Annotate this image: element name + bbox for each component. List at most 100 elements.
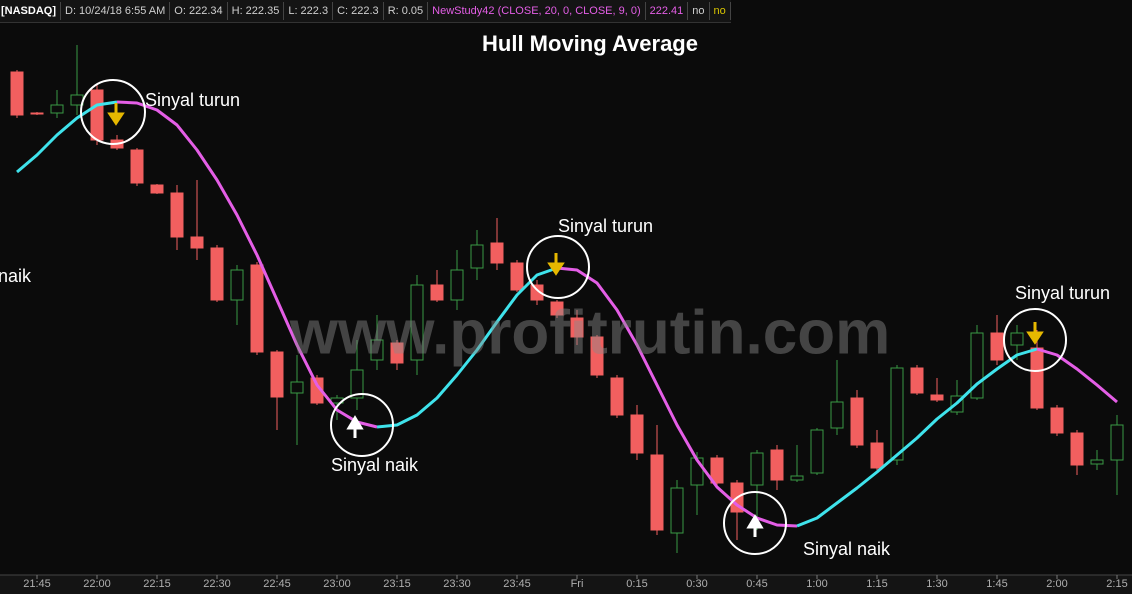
x-tick-label: 22:30 <box>203 578 231 590</box>
x-tick-label: 1:15 <box>866 578 887 590</box>
header-item: no <box>688 2 710 20</box>
candle-body <box>510 262 524 291</box>
annotation: Sinyal turun <box>145 90 240 110</box>
annotation: Sinyal naik <box>803 539 891 559</box>
candle-body <box>470 244 484 269</box>
candle-body <box>190 236 204 249</box>
header-item: no <box>710 2 731 20</box>
candle-body <box>630 414 644 454</box>
header-item: R: 0.05 <box>384 2 429 20</box>
candle-body <box>410 284 424 361</box>
down-arrow <box>107 103 125 126</box>
candle-body <box>1110 424 1124 461</box>
x-tick-label: 23:00 <box>323 578 351 590</box>
x-tick-label: 1:00 <box>806 578 827 590</box>
signal-circle <box>80 79 146 145</box>
hull-line <box>376 266 558 429</box>
candle-body <box>590 336 604 376</box>
annotation: naik <box>0 266 32 286</box>
candle-body <box>850 397 864 446</box>
candle-body <box>230 269 244 301</box>
header-item: [NASDAQ] <box>0 2 61 20</box>
hull-line <box>1036 347 1118 404</box>
candle-body <box>350 369 364 399</box>
candle-body <box>250 264 264 353</box>
signal-circle <box>1003 308 1067 372</box>
candle-body <box>790 475 804 481</box>
x-tick-label: 0:45 <box>746 578 767 590</box>
x-tick-label: 21:45 <box>23 578 51 590</box>
candle-body <box>10 71 24 116</box>
signal-circle <box>526 235 590 299</box>
candle-body <box>130 149 144 184</box>
candle-body <box>50 104 64 114</box>
header-item: NewStudy42 (CLOSE, 20, 0, CLOSE, 9, 0) <box>428 2 646 20</box>
x-tick-label: Fri <box>571 578 584 590</box>
candle-body <box>770 449 784 481</box>
watermark: www.profitrutin.com <box>289 298 890 367</box>
plot <box>10 45 1124 553</box>
up-arrow <box>746 514 764 537</box>
candle-body <box>650 454 664 531</box>
candle-body <box>570 317 584 338</box>
x-tick-label: 22:45 <box>263 578 291 590</box>
candle-body <box>550 301 564 316</box>
x-tick-label: 23:30 <box>443 578 471 590</box>
candle-body <box>390 342 404 364</box>
candle-body <box>430 284 444 301</box>
x-tick-label: 2:15 <box>1106 578 1127 590</box>
candle-body <box>910 367 924 394</box>
candle-body <box>610 377 624 416</box>
candle-body <box>890 367 904 461</box>
signal-circle <box>330 393 394 457</box>
header-item: L: 222.3 <box>284 2 334 20</box>
candle-body <box>870 442 884 469</box>
candle-body <box>930 394 944 401</box>
candle-body <box>1070 432 1084 466</box>
candle-body <box>490 242 504 264</box>
header-item: O: 222.34 <box>170 2 228 20</box>
candle-body <box>270 351 284 398</box>
hull-line <box>116 100 378 429</box>
candle-body <box>290 381 304 394</box>
candle-body <box>1050 407 1064 434</box>
x-tick-label: 1:30 <box>926 578 947 590</box>
x-tick-label: 0:30 <box>686 578 707 590</box>
x-axis-band <box>0 575 1132 594</box>
signal-circle <box>723 491 787 555</box>
candle-body <box>1090 459 1104 465</box>
candle-body <box>170 192 184 238</box>
hull-line <box>796 347 1038 528</box>
candle-body <box>990 332 1004 361</box>
candle-body <box>1010 332 1024 346</box>
header-item: C: 222.3 <box>333 2 384 20</box>
header-bar: [NASDAQ] D: 10/24/18 6:55 AM O: 222.34 H: 2… <box>0 0 731 23</box>
candle-body <box>90 89 104 141</box>
annotation: Sinyal naik <box>331 455 419 475</box>
candle-body <box>450 269 464 301</box>
candle-body <box>710 457 724 484</box>
chart-title: Hull Moving Average <box>482 31 698 56</box>
candle-body <box>210 247 224 301</box>
candle-body <box>370 339 384 361</box>
candle-body <box>670 487 684 534</box>
candle-body <box>30 112 44 115</box>
header-item: D: 10/24/18 6:55 AM <box>61 2 171 20</box>
hull-line <box>16 100 118 174</box>
x-tick-label: 22:00 <box>83 578 111 590</box>
annotation: Sinyal turun <box>1015 283 1110 303</box>
x-tick-label: 22:15 <box>143 578 171 590</box>
x-tick-label: 0:15 <box>626 578 647 590</box>
header-item: H: 222.35 <box>228 2 285 20</box>
down-arrow <box>1026 322 1044 345</box>
x-tick-label: 2:00 <box>1046 578 1067 590</box>
candle-body <box>150 184 164 194</box>
candle-body <box>530 284 544 301</box>
x-tick-label: 23:15 <box>383 578 411 590</box>
annotation: Sinyal turun <box>558 216 653 236</box>
candle-body <box>750 452 764 486</box>
header-item: 222.41 <box>646 2 689 20</box>
candle-body <box>810 429 824 474</box>
